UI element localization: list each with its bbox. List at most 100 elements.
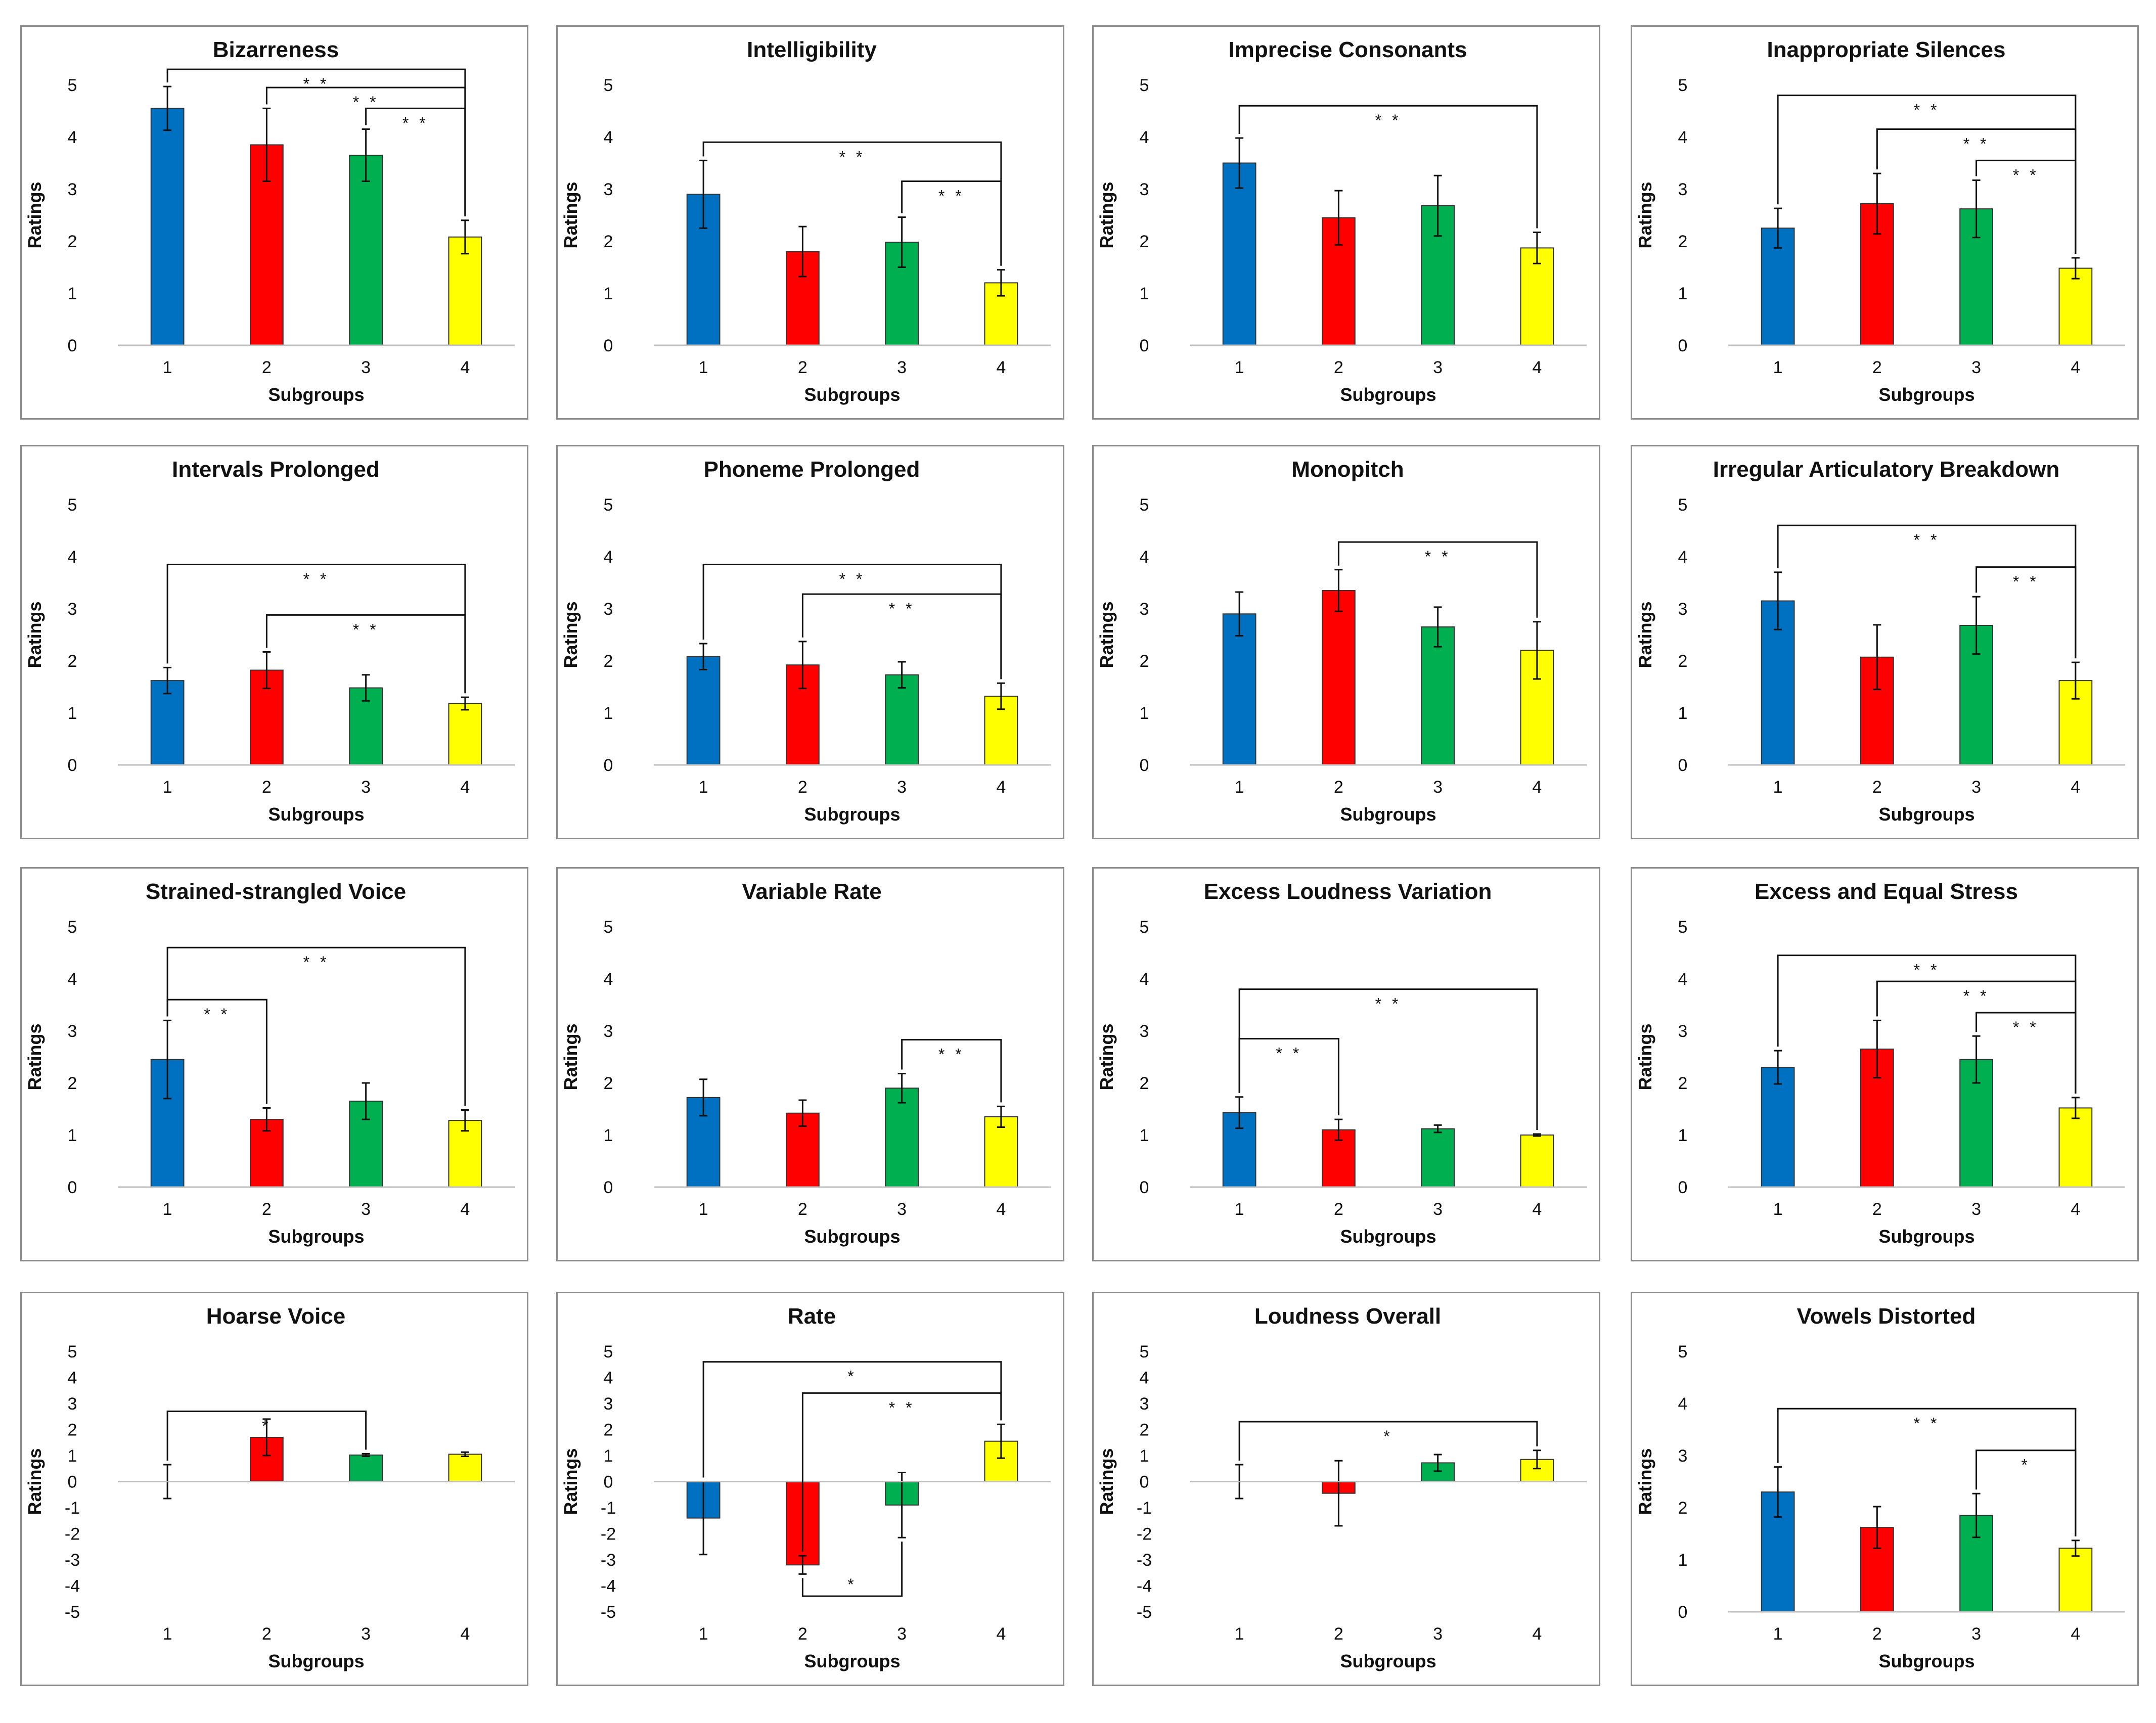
y-tick-label: 4 bbox=[1678, 970, 1688, 989]
error-bar bbox=[2071, 1539, 2080, 1557]
x-tick-label: 4 bbox=[2071, 358, 2080, 377]
significance-bracket: * * bbox=[901, 1039, 1002, 1103]
significance-label: * bbox=[847, 1575, 857, 1594]
significance-bracket: * * bbox=[166, 68, 466, 216]
x-tick-label: 2 bbox=[1334, 358, 1343, 377]
y-axis-label: Ratings bbox=[1096, 601, 1117, 668]
y-tick-label: -1 bbox=[1137, 1499, 1152, 1518]
y-tick-label: 1 bbox=[1140, 1126, 1149, 1145]
y-tick-label: 5 bbox=[1678, 918, 1688, 937]
significance-bracket: * bbox=[702, 1361, 1002, 1478]
significance-label: * * bbox=[1375, 995, 1402, 1013]
chart-svg-loudness-overall: Loudness Overall -5 -4 -3 -2 -1 0 1 2 3 4 5 Ratings 1… bbox=[1096, 1304, 1587, 1671]
x-tick-label: 4 bbox=[2071, 1200, 2080, 1219]
x-axis-label: Subgroups bbox=[268, 384, 365, 405]
y-tick-label: 3 bbox=[1140, 1394, 1149, 1414]
error-bar bbox=[1235, 591, 1244, 637]
error-bar bbox=[1972, 179, 1981, 239]
x-tick-label: 2 bbox=[1872, 778, 1882, 797]
y-tick-label: 3 bbox=[68, 1394, 77, 1414]
x-tick-label: 4 bbox=[996, 1200, 1006, 1219]
chart-svg-irregular-articulatory-breakdown: Irregular Articulatory Breakdown 0 1 2 3 4 5 Ra… bbox=[1635, 457, 2125, 825]
error-bar bbox=[1433, 606, 1442, 648]
y-tick-label: 0 bbox=[68, 336, 77, 355]
chart-title: Monopitch bbox=[1291, 457, 1404, 482]
y-tick-label: 4 bbox=[68, 1369, 77, 1388]
x-tick-label: 1 bbox=[1773, 358, 1783, 377]
error-bar bbox=[997, 1105, 1005, 1128]
error-bar bbox=[1972, 1492, 1981, 1538]
y-tick-label: 2 bbox=[1140, 232, 1149, 251]
chart-title: Intelligibility bbox=[747, 37, 877, 62]
significance-label: * * bbox=[1963, 987, 1990, 1005]
error-bar bbox=[461, 1109, 469, 1132]
error-bar bbox=[1235, 1096, 1244, 1129]
y-tick-label: 1 bbox=[68, 1126, 77, 1145]
chart-title: Excess Loudness Variation bbox=[1204, 879, 1492, 904]
chart-title: Excess and Equal Stress bbox=[1755, 879, 2018, 904]
chart-panel-hoarse-voice: Hoarse Voice -5 -4 -3 -2 -1 0 1 2 3 4 5 Ratings 1 2 3 4 S… bbox=[20, 1292, 528, 1686]
y-tick-label: 5 bbox=[1678, 1342, 1688, 1362]
chart-svg-strained-strangled-voice: Strained-strangled Voice 0 1 2 3 4 5 Ratings 1 2 3… bbox=[24, 879, 515, 1247]
error-bar bbox=[897, 1072, 906, 1104]
y-tick-label: 0 bbox=[1678, 336, 1688, 355]
error-bar bbox=[1334, 1460, 1343, 1527]
error-bar bbox=[1433, 1124, 1442, 1133]
significance-bracket: * * bbox=[166, 946, 466, 1106]
bar-4 bbox=[2058, 1548, 2093, 1612]
y-tick-label: 3 bbox=[1678, 600, 1688, 619]
y-tick-label: 0 bbox=[1140, 336, 1149, 355]
error-bar bbox=[1433, 174, 1442, 237]
y-tick-label: -1 bbox=[65, 1499, 80, 1518]
error-bar bbox=[1972, 596, 1981, 655]
x-tick-label: 4 bbox=[996, 358, 1006, 377]
y-tick-label: 0 bbox=[1140, 1473, 1149, 1492]
chart-panel-imprecise-consonants: Imprecise Consonants 0 1 2 3 4 5 Ratings 1 2 3 4 Sub… bbox=[1092, 25, 1600, 420]
y-tick-label: 3 bbox=[68, 180, 77, 199]
x-tick-label: 1 bbox=[1773, 1200, 1783, 1219]
x-tick-label: 3 bbox=[1971, 1624, 1981, 1644]
bar-4 bbox=[448, 1454, 482, 1482]
chart-panel-variable-rate: Variable Rate 0 1 2 3 4 5 Ratings 1 2 3 4 Subgroups *… bbox=[556, 867, 1064, 1261]
error-bar bbox=[798, 1555, 807, 1575]
chart-title: Variable Rate bbox=[742, 879, 881, 904]
x-tick-label: 2 bbox=[262, 778, 272, 797]
x-tick-label: 4 bbox=[996, 1624, 1006, 1644]
y-axis-label: Ratings bbox=[1635, 1023, 1655, 1090]
y-tick-label: 5 bbox=[1678, 495, 1688, 515]
y-axis-label: Ratings bbox=[1635, 1448, 1655, 1515]
bar-1 bbox=[1222, 162, 1256, 346]
chart-panel-strained-strangled-voice: Strained-strangled Voice 0 1 2 3 4 5 Ratings 1 2 3… bbox=[20, 867, 528, 1261]
error-bar bbox=[461, 219, 469, 255]
chart-svg-vowels-distorted: Vowels Distorted 0 1 2 3 4 5 Ratings 1 2 3 4 Subgrou… bbox=[1635, 1304, 2125, 1671]
x-tick-label: 2 bbox=[798, 778, 807, 797]
bar-1 bbox=[1222, 613, 1256, 765]
x-axis-label: Subgroups bbox=[1879, 384, 1975, 405]
significance-label: * * bbox=[1914, 101, 1940, 119]
error-bar bbox=[461, 696, 469, 711]
y-axis-label: Ratings bbox=[1096, 182, 1117, 248]
error-bar bbox=[2071, 1097, 2080, 1119]
error-bar bbox=[997, 1423, 1005, 1459]
x-tick-label: 2 bbox=[1872, 358, 1882, 377]
bar-4 bbox=[1520, 1135, 1554, 1188]
bar-1 bbox=[686, 656, 721, 766]
x-axis-label: Subgroups bbox=[804, 384, 901, 405]
chart-svg-bizarreness: Bizarreness 0 1 2 3 4 5 Ratings 1 2 3 4 Subgroups * *… bbox=[24, 37, 515, 405]
y-tick-label: 4 bbox=[1140, 128, 1149, 147]
significance-label: * * bbox=[889, 1398, 915, 1417]
bar-4 bbox=[2058, 267, 2093, 346]
y-tick-label: 3 bbox=[1678, 180, 1688, 199]
y-tick-label: -4 bbox=[601, 1577, 616, 1596]
error-bar bbox=[163, 1019, 172, 1100]
y-tick-label: 3 bbox=[1140, 180, 1149, 199]
error-bar bbox=[1774, 571, 1782, 630]
error-bar bbox=[1873, 1506, 1881, 1549]
y-tick-label: 1 bbox=[1678, 1126, 1688, 1145]
bar-1 bbox=[1761, 1067, 1795, 1188]
x-tick-label: 2 bbox=[1872, 1624, 1882, 1644]
significance-bracket: * bbox=[1975, 1449, 2077, 1536]
x-tick-label: 4 bbox=[460, 778, 470, 797]
y-tick-label: -4 bbox=[65, 1577, 80, 1596]
x-tick-label: 1 bbox=[699, 778, 708, 797]
